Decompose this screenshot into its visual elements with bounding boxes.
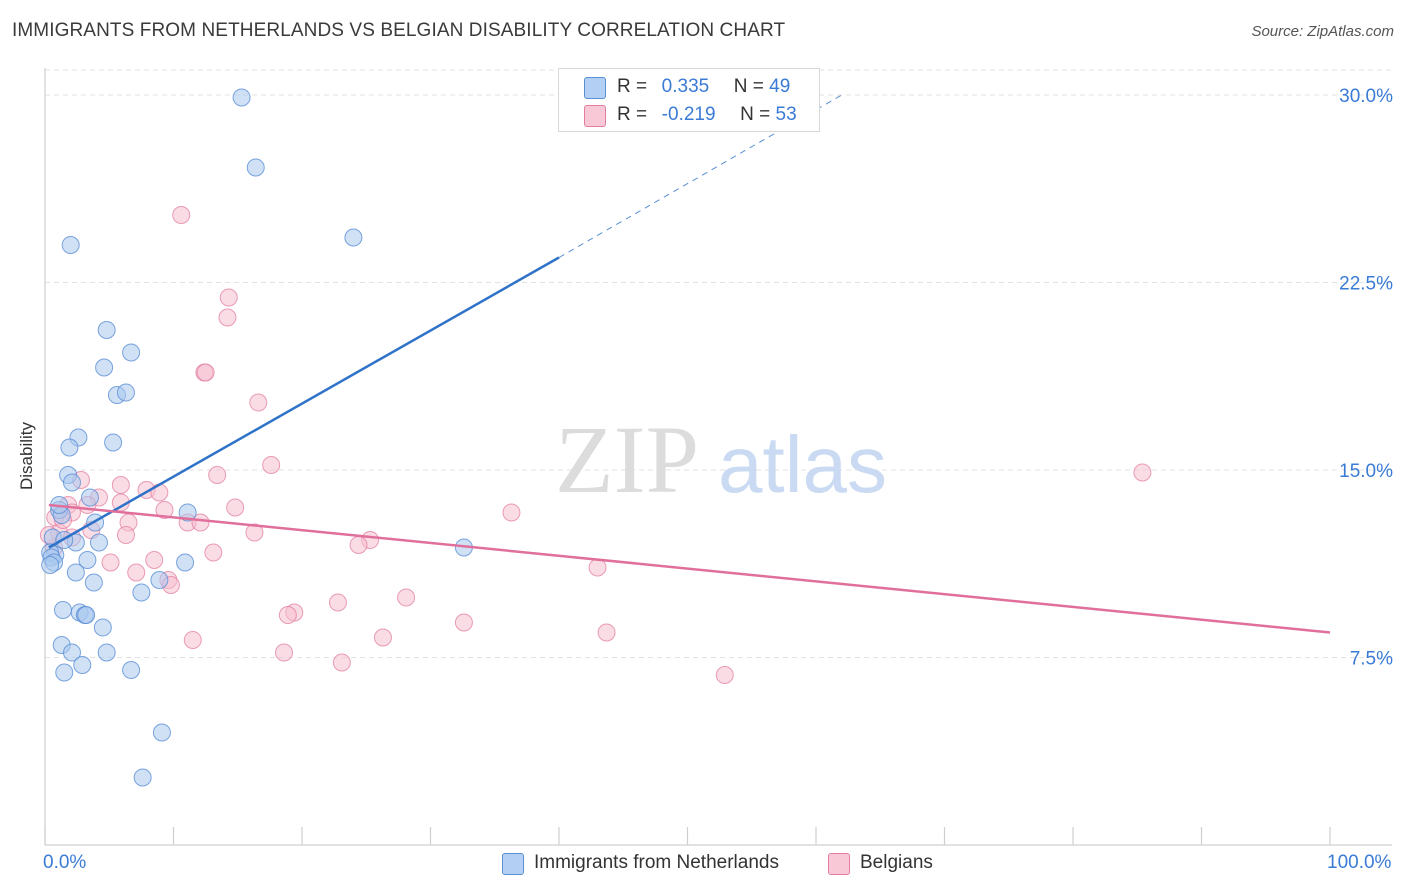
watermark-atlas: atlas [718, 420, 887, 509]
y-tick-labels: 7.5% 15.0% 22.5% 30.0% [1339, 86, 1393, 670]
chart-title: IMMIGRANTS FROM NETHERLANDS VS BELGIAN D… [12, 20, 786, 41]
watermark: ZIP atlas [555, 406, 887, 513]
y-axis-label: Disability [17, 421, 36, 491]
netherlands-point [60, 438, 79, 457]
netherlands-point [95, 358, 114, 377]
belgians-point [127, 563, 146, 582]
netherlands-point [61, 236, 80, 254]
legend-swatch-netherlands [584, 77, 606, 99]
netherlands-point [80, 488, 99, 507]
netherlands-point [246, 158, 265, 177]
axes [44, 68, 1392, 846]
legend-n-label: N = [733, 76, 764, 97]
bottom-legend-swatch-netherlands [502, 853, 524, 875]
belgians-point [208, 466, 227, 484]
belgians-point [262, 456, 281, 474]
y-tick-label: 7.5% [1350, 649, 1393, 670]
belgians-point [1133, 463, 1152, 482]
netherlands-point [89, 533, 108, 552]
belgians-point [155, 501, 174, 519]
y-tick-label: 15.0% [1339, 461, 1393, 482]
belgians-point [218, 308, 237, 327]
legend-r-value: -0.219 [661, 104, 716, 125]
belgians-point [111, 476, 130, 494]
legend-n-label: N = [740, 104, 771, 125]
belgians-point [588, 558, 607, 577]
bottom-legend-label-netherlands: Immigrants from Netherlands [534, 852, 779, 873]
netherlands-point [122, 343, 141, 362]
belgians-point [597, 623, 616, 642]
netherlands-point [122, 661, 141, 679]
x-tick-max: 100.0% [1327, 852, 1392, 873]
belgians-point [278, 606, 297, 624]
belgians-point [226, 498, 245, 517]
netherlands-point [93, 618, 112, 637]
belgians-point [219, 288, 238, 307]
correlation-legend: R = 0.335 N = 49 R = -0.219 N = 53 [558, 68, 820, 132]
netherlands-point [62, 473, 81, 492]
belgians-point [454, 613, 473, 632]
netherlands-point [55, 663, 74, 682]
belgians-point [145, 551, 164, 569]
belgians-point [150, 483, 169, 502]
netherlands-point [116, 383, 135, 402]
netherlands-point [344, 228, 363, 247]
trend-lines [48, 94, 1331, 634]
netherlands-point [62, 643, 81, 662]
belgians-point [204, 543, 223, 562]
belgians-point [715, 666, 734, 684]
netherlands-point [78, 551, 97, 569]
netherlands-point [178, 503, 197, 522]
legend-swatch-belgians [584, 105, 606, 127]
netherlands-point [132, 583, 151, 602]
netherlands-point [133, 768, 152, 787]
legend-n-value: 53 [775, 104, 797, 125]
source-credit: Source: ZipAtlas.com [1251, 23, 1394, 40]
netherlands-point [176, 553, 195, 572]
belgians-point [328, 593, 347, 612]
legend-r-label: R = [617, 104, 648, 125]
netherlands-points [41, 88, 473, 787]
netherlands-point [77, 606, 96, 624]
grid-lines [45, 69, 1392, 658]
legend-r-label: R = [617, 76, 648, 97]
belgians-point [183, 631, 202, 649]
netherlands-point [150, 571, 169, 589]
belgians-point [397, 588, 416, 607]
belgians-point [373, 628, 392, 647]
belgians-point [245, 523, 264, 542]
belgians-point [172, 206, 191, 224]
belgians-point [191, 513, 210, 532]
netherlands-point [41, 556, 60, 574]
bottom-legend-label-belgians: Belgians [860, 852, 933, 873]
x-tick-min: 0.0% [43, 852, 87, 873]
belgians-point [275, 643, 294, 662]
netherlands-point [73, 656, 92, 674]
netherlands-point [53, 601, 72, 619]
belgians-point [101, 553, 120, 572]
legend-n-value: 49 [769, 76, 791, 97]
netherlands-point [66, 563, 85, 582]
belgians-point [116, 526, 135, 544]
netherlands-point [97, 643, 116, 662]
bottom-legend-swatch-belgians [828, 853, 850, 875]
belgians-trend-line [48, 503, 1331, 634]
watermark-zip: ZIP [555, 406, 699, 513]
netherlands-point [104, 433, 123, 452]
belgians-point [332, 653, 351, 672]
netherlands-point [97, 321, 116, 339]
belgians-point [249, 393, 268, 412]
belgians-point [502, 503, 521, 522]
netherlands-point [84, 573, 103, 592]
y-tick-label: 22.5% [1339, 274, 1393, 295]
belgians-point [349, 536, 368, 554]
netherlands-point [152, 723, 171, 742]
belgians-points [39, 206, 1152, 684]
netherlands-point [232, 88, 251, 107]
y-tick-label: 30.0% [1339, 86, 1393, 107]
belgians-point [196, 363, 215, 382]
netherlands-trend-line [48, 256, 560, 549]
legend-r-value: 0.335 [661, 76, 710, 97]
